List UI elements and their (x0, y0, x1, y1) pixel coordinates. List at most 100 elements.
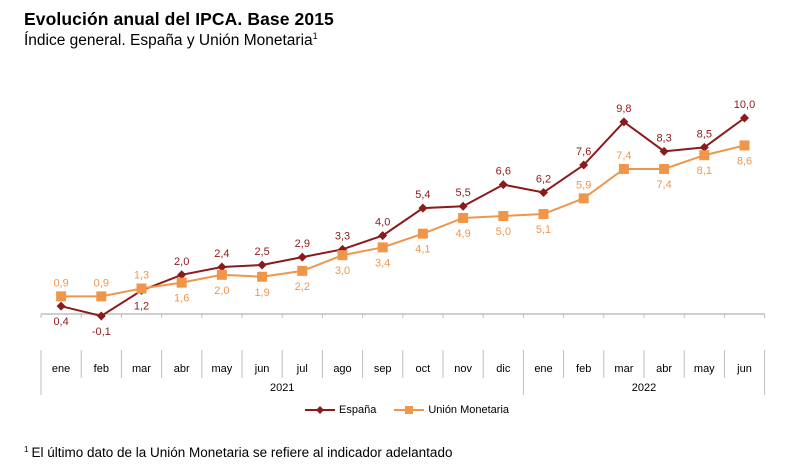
data-label: 9,8 (616, 103, 631, 115)
legend-item-union-monetaria: Unión Monetaria (394, 404, 509, 416)
data-point-espana (740, 113, 749, 123)
data-point-espana (297, 252, 307, 262)
x-tick-label: nov (454, 363, 472, 375)
data-point-union-monetaria (699, 150, 710, 161)
x-tick-label: jul (296, 363, 308, 375)
subtitle-footnote-mark: 1 (312, 31, 318, 41)
data-point-union-monetaria (96, 291, 107, 302)
x-tick-label: mar (132, 363, 151, 375)
data-label: 2,0 (174, 256, 189, 268)
data-label: 1,6 (174, 293, 189, 305)
data-label: 7,4 (616, 150, 631, 162)
chart-title: Evolución anual del IPCA. Base 2015 (24, 9, 334, 29)
x-tick-label: ene (52, 363, 70, 375)
legend: España Unión Monetaria (305, 404, 509, 416)
data-label: 2,0 (214, 285, 229, 297)
data-point-espana (217, 262, 227, 272)
x-tick-label: ago (333, 363, 351, 375)
x-tick-label: ene (534, 363, 552, 375)
data-point-espana (498, 180, 508, 190)
data-label: 4,9 (455, 228, 470, 240)
data-point-espana (539, 187, 548, 197)
data-point-union-monetaria (538, 209, 549, 220)
data-point-espana (378, 231, 388, 241)
data-point-union-monetaria (337, 250, 348, 261)
data-label: 5,5 (455, 187, 470, 199)
data-point-espana (56, 301, 66, 311)
data-point-espana (699, 142, 709, 152)
x-tick-label: jun (254, 363, 270, 375)
x-tick-label: dic (496, 363, 511, 375)
data-point-union-monetaria (417, 228, 428, 239)
data-point-espana (579, 160, 589, 170)
data-label: 2,2 (295, 281, 310, 293)
data-label: 8,1 (697, 165, 712, 177)
data-point-espana (177, 270, 187, 280)
series-line-espana (60, 117, 746, 318)
x-group-label: 2021 (270, 382, 294, 394)
x-tick-label: abr (656, 363, 672, 375)
legend-label-espana: España (339, 404, 377, 416)
data-label: 4,1 (415, 244, 430, 256)
data-point-union-monetaria (618, 163, 629, 174)
data-label: 7,6 (576, 146, 591, 158)
data-label: 5,9 (576, 179, 591, 191)
data-label: 1,2 (134, 300, 149, 312)
data-label: 2,9 (295, 238, 310, 250)
data-point-union-monetaria (578, 193, 589, 204)
legend-square-line-icon (394, 406, 425, 414)
data-point-union-monetaria (458, 212, 469, 223)
data-label: 1,3 (134, 270, 149, 282)
data-point-union-monetaria (659, 163, 670, 174)
data-label: 5,1 (536, 224, 551, 236)
data-point-union-monetaria (176, 277, 187, 288)
data-label: 10,0 (734, 99, 755, 111)
data-label: 8,5 (697, 128, 712, 140)
data-point-union-monetaria (136, 283, 147, 294)
data-label: 7,4 (656, 179, 671, 191)
data-label: 3,3 (335, 230, 350, 242)
data-label: 2,5 (254, 246, 269, 258)
x-tick-label: oct (416, 363, 431, 375)
data-point-espana (257, 260, 267, 270)
x-tick-label: abr (174, 363, 190, 375)
footnote-mark: 1 (24, 445, 29, 454)
legend-label-union-monetaria: Unión Monetaria (428, 404, 510, 416)
data-label: 4,0 (375, 217, 390, 229)
data-point-espana (96, 311, 106, 321)
data-label: -0,1 (92, 326, 111, 338)
data-label: 8,6 (737, 155, 752, 167)
legend-diamond-line-icon (305, 406, 335, 414)
x-tick-label: may (212, 363, 233, 375)
data-label: 0,9 (94, 277, 109, 289)
x-tick-label: sep (374, 363, 392, 375)
x-tick-label: mar (614, 363, 633, 375)
footnote-text: El último dato de la Unión Monetaria se … (31, 445, 453, 460)
data-label: 3,4 (375, 257, 390, 269)
legend-item-espana: España (305, 404, 376, 416)
data-point-union-monetaria (377, 242, 388, 253)
series-line-union-monetaria (61, 144, 745, 298)
data-label: 1,9 (254, 287, 269, 299)
data-label: 0,4 (53, 316, 68, 328)
data-point-union-monetaria (297, 265, 308, 276)
data-point-espana (659, 146, 669, 156)
x-tick-label: feb (94, 363, 109, 375)
footnote: 1 El último dato de la Unión Monetaria se… (24, 445, 452, 460)
data-point-union-monetaria (257, 271, 268, 282)
subtitle-text: Índice general. España y Unión Monetaria (24, 32, 313, 49)
x-tick-label: feb (576, 363, 591, 375)
data-point-union-monetaria (216, 269, 227, 280)
x-tick-label: jun (736, 363, 752, 375)
data-point-union-monetaria (56, 291, 67, 302)
chart-subtitle: Índice general. España y Unión Monetaria… (24, 31, 318, 50)
x-group-label: 2022 (632, 382, 656, 394)
data-point-union-monetaria (739, 140, 750, 151)
data-label: 6,6 (496, 166, 511, 178)
data-label: 6,2 (536, 173, 551, 185)
data-point-espana (458, 201, 468, 211)
data-point-union-monetaria (498, 211, 509, 221)
data-point-espana (619, 117, 629, 127)
data-point-espana (418, 203, 428, 213)
data-label: 0,9 (53, 277, 68, 289)
